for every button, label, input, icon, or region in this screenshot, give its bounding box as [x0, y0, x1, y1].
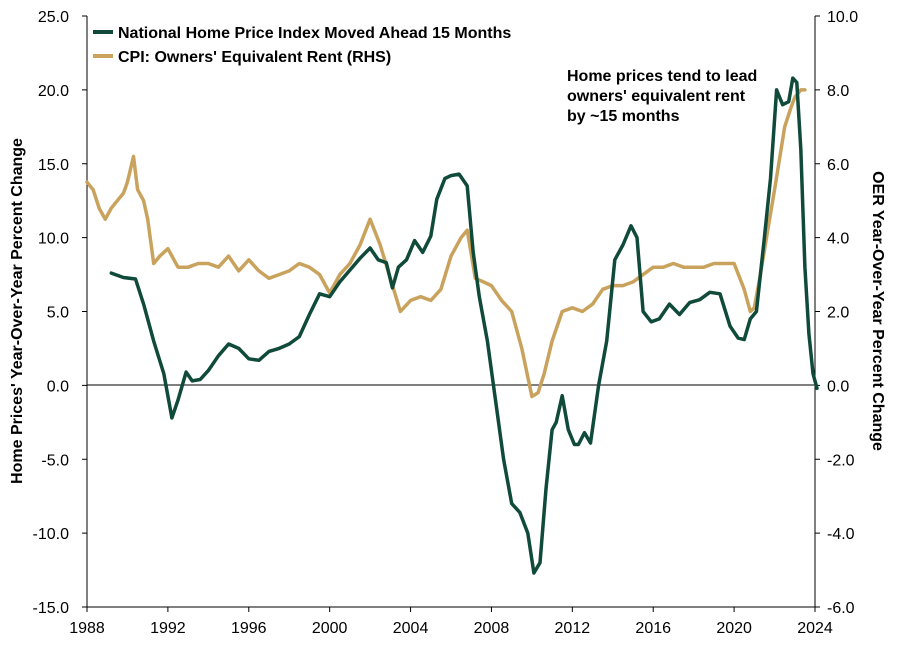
legend-label-oer: CPI: Owners' Equivalent Rent (RHS): [118, 49, 391, 66]
x-tick-label: 2004: [393, 620, 429, 637]
left-axis-ticks: 25.0 20.0 15.0 10.0 5.0 0.0 -5.0 -10.0 -15.0: [33, 9, 87, 617]
x-axis-ticks: 1988 1992 1996 2000 2004 2008 2012 2016 2020 2024: [69, 607, 833, 637]
right-tick-label: 8.0: [827, 83, 849, 100]
x-tick-label: 1992: [150, 620, 186, 637]
right-axis-ticks: 10.0 8.0 6.0 4.0 2.0 0.0 -2.0 -4.0 -6.0: [815, 9, 858, 617]
x-tick-label: 2024: [797, 620, 833, 637]
left-tick-label: 20.0: [38, 83, 69, 100]
left-tick-label: 5.0: [47, 305, 69, 322]
right-tick-label: 2.0: [827, 305, 849, 322]
left-tick-label: -5.0: [41, 452, 69, 469]
x-tick-label: 2020: [716, 620, 752, 637]
right-tick-label: -6.0: [827, 600, 855, 617]
annotation-line-3: by ~15 months: [567, 108, 680, 125]
left-tick-label: -15.0: [33, 600, 70, 617]
x-tick-label: 2008: [474, 620, 510, 637]
right-tick-label: 4.0: [827, 231, 849, 248]
left-tick-label: 25.0: [38, 9, 69, 26]
right-axis-title: OER Year-Over-Year Percent Change: [869, 171, 886, 451]
right-tick-label: 0.0: [827, 378, 849, 395]
series-line-home-price: [109, 76, 819, 575]
annotation: Home prices tend to lead owners' equival…: [567, 68, 757, 125]
series-line-oer: [85, 88, 807, 399]
x-tick-label: 1996: [231, 620, 267, 637]
left-tick-label: 15.0: [38, 157, 69, 174]
annotation-line-1: Home prices tend to lead: [567, 68, 757, 85]
right-tick-label: 10.0: [827, 9, 858, 26]
annotation-line-2: owners' equivalent rent: [567, 88, 746, 105]
x-tick-label: 2016: [635, 620, 671, 637]
left-tick-label: -10.0: [33, 526, 70, 543]
right-tick-label: -4.0: [827, 526, 855, 543]
right-tick-label: 6.0: [827, 157, 849, 174]
right-tick-label: -2.0: [827, 452, 855, 469]
legend-label-home-price: National Home Price Index Moved Ahead 15…: [118, 25, 511, 42]
x-tick-label: 2012: [555, 620, 591, 637]
x-tick-label: 2000: [312, 620, 348, 637]
x-tick-label: 1988: [69, 620, 105, 637]
left-tick-label: 10.0: [38, 231, 69, 248]
left-axis-title: Home Prices' Year-Over-Year Percent Chan…: [9, 138, 26, 484]
legend: National Home Price Index Moved Ahead 15…: [93, 25, 511, 66]
series-layer: [85, 76, 819, 575]
left-tick-label: 0.0: [47, 378, 69, 395]
